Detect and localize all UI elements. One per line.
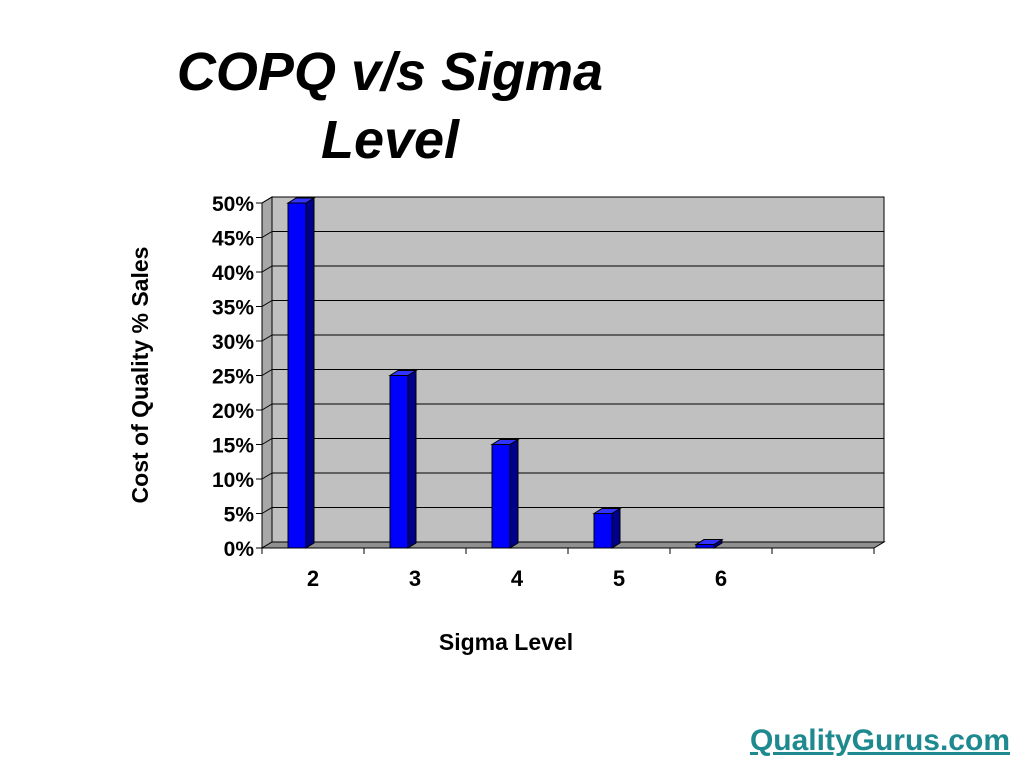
gridline-side [261, 403, 273, 411]
chart-title: COPQ v/s Sigma Level [120, 38, 660, 174]
bar-front [593, 513, 613, 549]
bar-side [611, 507, 621, 549]
y-tick-label: 30% [212, 331, 254, 354]
gridline-side [261, 369, 273, 376]
bar-front [491, 444, 511, 549]
gridline-side [261, 300, 273, 307]
title-line-1: COPQ v/s Sigma [176, 42, 604, 102]
y-tick-labels: 0% 5% 10% 15% 20% 25% 30% 35% 40% 45% 50% [212, 193, 254, 561]
bar-top [286, 197, 316, 204]
bar [694, 538, 724, 549]
bar-chart: 0% 5% 10% 15% 20% 25% 30% 35% 40% 45% 50% 2 3 4 5 6 Co… [127, 193, 886, 655]
bar-side [305, 197, 315, 549]
gridline-side [261, 334, 273, 342]
plot-walls [260, 196, 886, 549]
bar-side [407, 369, 417, 549]
bar [592, 507, 622, 549]
y-tick-label: 40% [212, 262, 254, 285]
axes [256, 202, 875, 554]
bar-front [287, 202, 307, 549]
y-tick-label: 45% [212, 228, 254, 251]
floor [260, 541, 886, 549]
x-tick-label: 5 [613, 566, 625, 591]
bar [388, 369, 418, 549]
gridline-side [261, 472, 273, 480]
y-tick-label: 20% [212, 400, 254, 423]
bars [286, 197, 724, 549]
x-tick-label: 6 [715, 566, 727, 591]
y-axis-label: Cost of Quality % Sales [127, 247, 153, 504]
bar-top [388, 370, 418, 376]
y-tick-label: 25% [212, 366, 254, 389]
gridline-side [261, 438, 273, 445]
bar-top [694, 539, 724, 546]
bar-top [490, 439, 520, 445]
brand-link[interactable]: QualityGurus.com [749, 724, 1010, 757]
x-tick-label: 3 [409, 566, 421, 591]
y-tick-label: 15% [212, 435, 254, 458]
gridline-side [261, 231, 273, 238]
gridline-side [261, 507, 273, 514]
x-axis-label: Sigma Level [439, 629, 573, 655]
y-tick-label: 35% [212, 297, 254, 320]
bar-front [389, 375, 409, 549]
y-tick-label: 5% [224, 504, 255, 527]
gridlines [261, 196, 884, 514]
y-tick-label: 0% [224, 538, 255, 561]
y-tick-label: 10% [212, 469, 254, 492]
bar [286, 197, 316, 549]
gridline-side [261, 196, 273, 204]
x-tick-label: 4 [511, 566, 524, 591]
y-tick-label: 50% [212, 193, 254, 216]
x-tick-labels: 2 3 4 5 6 [307, 566, 727, 591]
x-tick-label: 2 [307, 566, 319, 591]
title-line-2: Level [320, 110, 460, 170]
bar-side [509, 438, 519, 549]
bar-front [695, 544, 715, 549]
bar-top [592, 508, 622, 514]
gridline-side [261, 265, 273, 273]
bar [490, 438, 520, 549]
